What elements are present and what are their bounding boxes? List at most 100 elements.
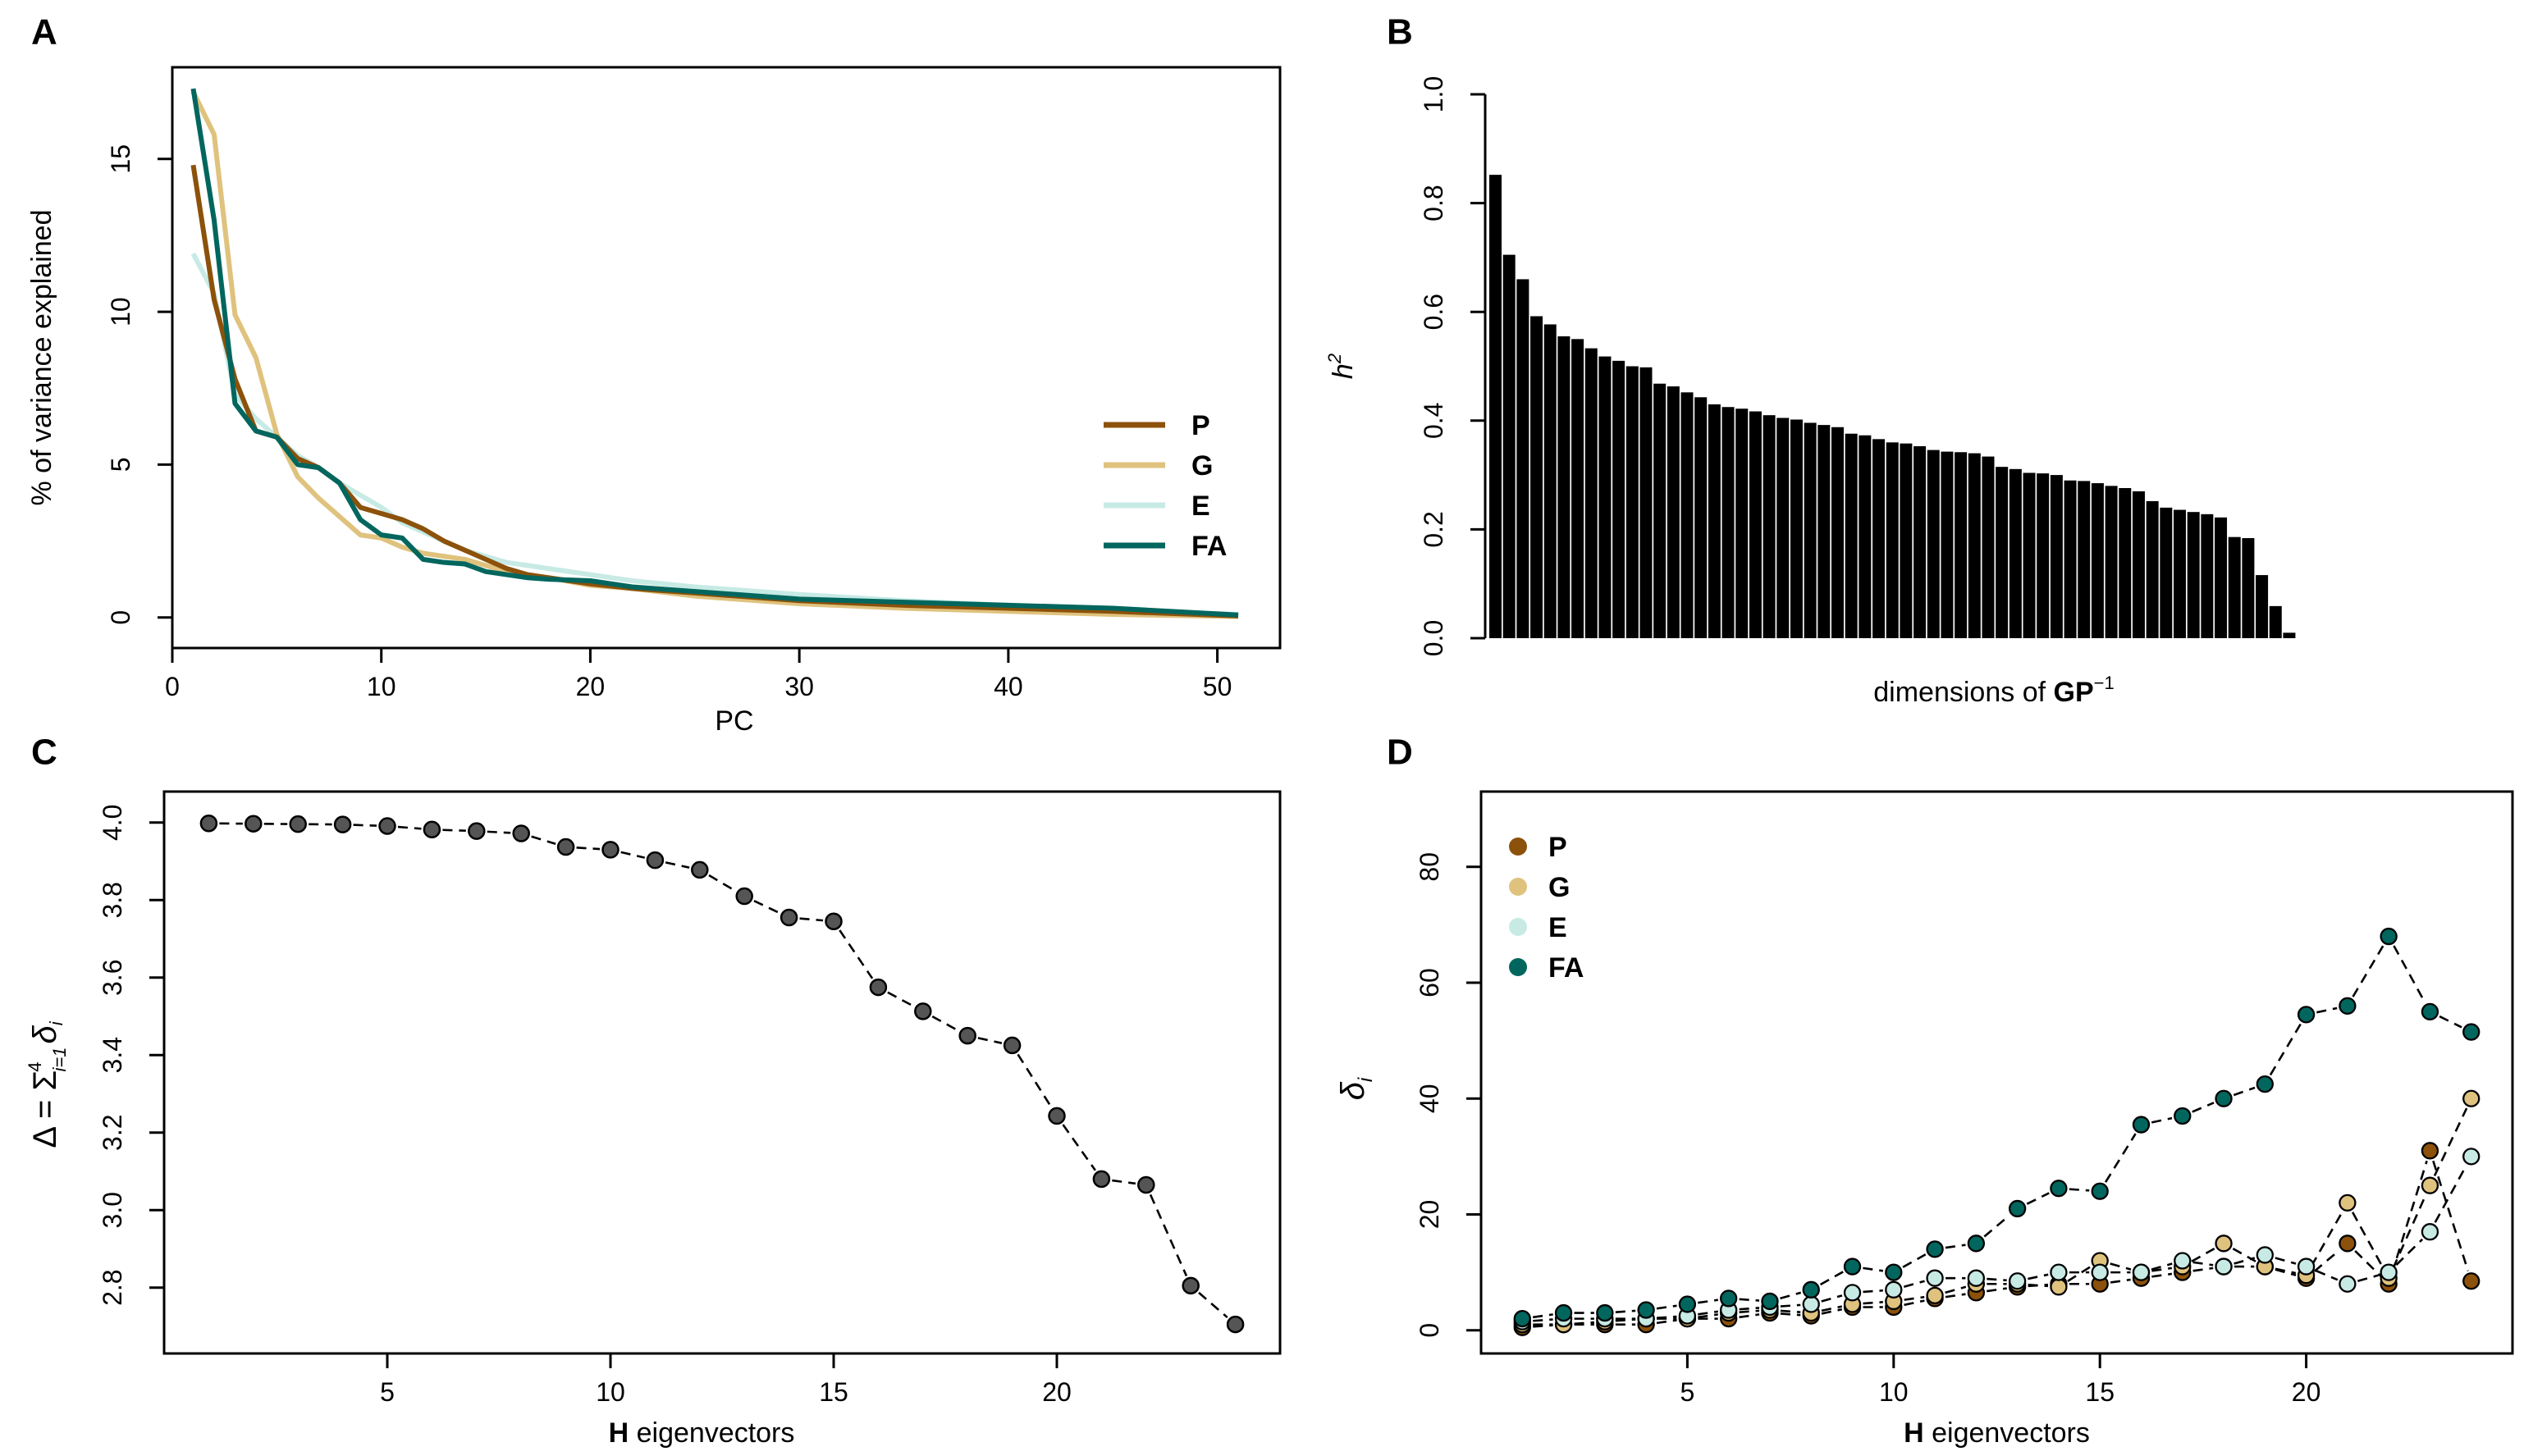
bar: [1763, 415, 1776, 638]
legend-swatch-fa: [1509, 958, 1527, 976]
y-tick-label: 10: [106, 297, 135, 326]
y-axis-label-tail-sub: i: [46, 1020, 66, 1025]
bar: [1489, 175, 1502, 638]
delta-segment: [487, 830, 511, 834]
series-fa-segment: [2069, 1188, 2090, 1192]
bar: [1653, 383, 1667, 638]
data-point: [378, 817, 396, 835]
y-axis-label: h2: [1324, 354, 1359, 379]
series-g-segment: [1739, 1309, 1760, 1313]
bar: [1598, 356, 1612, 638]
data-point-e: [1885, 1280, 1903, 1299]
y-axis-label: δi: [1335, 1077, 1377, 1100]
x-tick-label: 15: [2085, 1377, 2115, 1407]
data-point: [556, 838, 575, 856]
series-fa-segment: [1615, 1309, 1636, 1313]
bar: [1927, 450, 1940, 638]
bar: [2269, 605, 2282, 638]
series-e-segment: [2151, 1262, 2173, 1271]
plot-frame: [171, 66, 1282, 650]
data-point-fa: [2174, 1107, 2192, 1125]
series-fa-segment: [2026, 1192, 2050, 1205]
data-point: [245, 815, 263, 833]
series-g-segment: [2028, 1283, 2049, 1288]
series-fa-segment: [1819, 1271, 1844, 1286]
data-point-fa: [2380, 927, 2398, 946]
series-fa-segment: [1532, 1313, 1553, 1319]
series-p-segment: [1780, 1312, 1801, 1317]
data-point-e: [1843, 1284, 1862, 1302]
y-tick-label: 0: [106, 610, 135, 625]
bar: [1530, 316, 1543, 638]
bar: [2174, 509, 2186, 638]
series-p-segment: [1656, 1319, 1677, 1325]
bar: [1571, 339, 1584, 638]
x-tick-label: 20: [576, 672, 606, 701]
bar: [2009, 468, 2022, 638]
data-point-fa: [1967, 1235, 1986, 1253]
data-point-p: [2462, 1272, 2480, 1290]
bar: [1735, 409, 1749, 638]
series-fa-segment: [2439, 1015, 2462, 1029]
series-line-fa: [190, 88, 1239, 618]
x-axis-label-bold: H: [1904, 1417, 1924, 1449]
data-point-p: [2421, 1142, 2439, 1160]
series-p-segment: [1739, 1313, 1760, 1319]
x-tick-label: 30: [784, 672, 814, 701]
bar: [1584, 348, 1598, 638]
bar: [2228, 536, 2241, 638]
series-p-segment: [1945, 1293, 1966, 1299]
bar: [1941, 451, 1954, 638]
data-point-fa: [2421, 1002, 2439, 1021]
bar: [2283, 632, 2296, 638]
bar: [1625, 366, 1639, 638]
data-point: [691, 860, 709, 879]
y-axis-label-sup: 2: [1324, 354, 1345, 364]
panel-label-d: D: [1387, 733, 1413, 773]
y-tick-label: 3.0: [98, 1192, 127, 1228]
data-point-fa: [1926, 1240, 1944, 1258]
data-point-fa: [1678, 1295, 1697, 1313]
y-axis-label-sup: 4: [25, 1062, 45, 1072]
y-axis-label-tail: δ: [27, 1025, 63, 1044]
data-point: [333, 815, 352, 833]
data-point-fa: [1720, 1289, 1738, 1308]
y-tick-label: 3.6: [98, 960, 127, 996]
y-tick-label: 1.0: [1419, 76, 1448, 112]
bar: [1845, 433, 1858, 638]
delta-segment: [531, 835, 556, 846]
data-point-fa: [1802, 1280, 1820, 1299]
series-e-segment: [2316, 1269, 2339, 1281]
x-tick-label: 0: [165, 672, 180, 701]
x-tick-label: 15: [819, 1377, 848, 1407]
panel-c: 5 10 15 20 2.8 3.0 3.2 3.4 3.6 3.8 4.0 H eigenvecto…: [25, 790, 1282, 1449]
bar: [2105, 486, 2118, 638]
bar: [1502, 254, 1516, 638]
x-axis-label-bold: GP: [2054, 677, 2094, 708]
delta-segment: [753, 899, 780, 915]
series-fa-segment: [1983, 1214, 2010, 1238]
data-point-g: [1926, 1286, 1944, 1305]
y-tick-label: 3.4: [98, 1037, 127, 1073]
data-point-e: [2174, 1252, 2192, 1270]
bar: [2037, 473, 2050, 638]
series-e-segment: [1533, 1318, 1553, 1322]
legend-label-g: G: [1548, 872, 1570, 903]
series-p-segment: [2390, 1160, 2428, 1275]
bar: [1543, 324, 1557, 638]
bar: [1804, 422, 1817, 638]
panel-d: 5 10 15 20 0 20 40 60 80 H eigenvectors δi PGE FA: [1335, 790, 2514, 1449]
series-g-segment: [1945, 1285, 1967, 1294]
bar: [1817, 425, 1831, 638]
data-point-e: [1802, 1295, 1820, 1313]
x-tick-label: 10: [596, 1377, 625, 1407]
series-g-segment: [1863, 1301, 1883, 1305]
data-point-fa: [2050, 1180, 2068, 1198]
data-point-p: [2339, 1235, 2357, 1253]
data-point-e: [2091, 1263, 2109, 1281]
delta-segment: [1112, 1179, 1136, 1185]
delta-segment: [1062, 1124, 1096, 1171]
legend-label-g: G: [1191, 450, 1213, 482]
panel-label-b: B: [1387, 12, 1413, 52]
